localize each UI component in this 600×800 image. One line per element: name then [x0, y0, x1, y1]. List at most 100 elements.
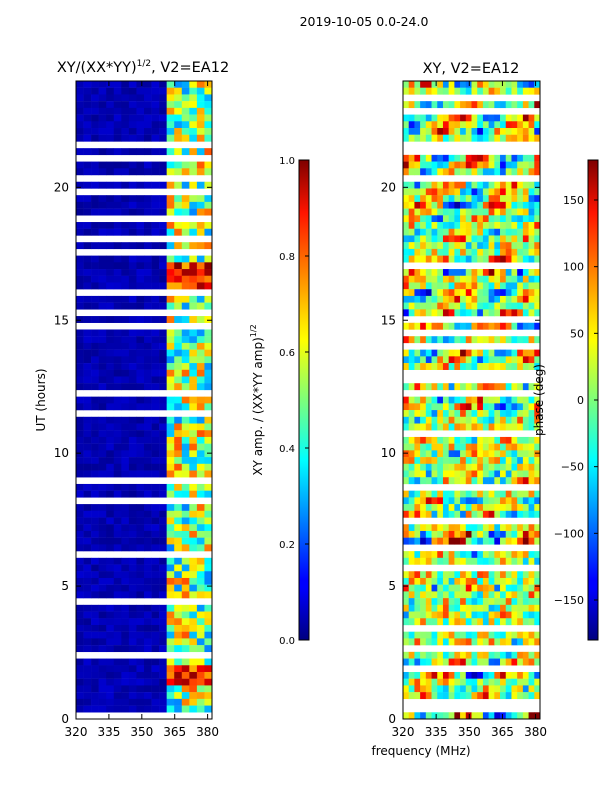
right-heatmap-cell [408, 678, 415, 686]
left-heatmap-cell [98, 369, 107, 377]
right-heatmap-cell [511, 530, 518, 538]
right-heatmap-cell [477, 228, 484, 236]
left-heatmap-cell [159, 134, 167, 142]
left-colorbar-ticks: 0.00.20.40.60.81.0 [279, 156, 309, 647]
left-heatmap-cell [98, 658, 107, 666]
right-heatmap-cell [448, 416, 455, 424]
right-heatmap-cell [477, 658, 484, 666]
right-heatmap-cell [460, 685, 467, 693]
right-heatmap-cell [420, 101, 427, 109]
right-heatmap-cell [477, 477, 484, 485]
left-heatmap-cell [174, 396, 183, 404]
left-heatmap-cell [121, 316, 130, 323]
right-heatmap-cell [517, 114, 524, 122]
left-heatmap-cell [144, 443, 152, 451]
right-heatmap-cell [534, 450, 541, 458]
right-heatmap-cell [522, 651, 529, 659]
right-heatmap-cell [505, 255, 512, 263]
right-heatmap-cell [522, 248, 529, 256]
left-heatmap-cell [196, 262, 205, 270]
right-heatmap-cell [500, 712, 507, 720]
right-heatmap-cell [437, 248, 444, 256]
left-heatmap-cell [174, 423, 183, 431]
right-heatmap-cell [454, 349, 461, 357]
right-heatmap-cell [420, 269, 427, 276]
left-heatmap-cell [76, 604, 84, 612]
right-heatmap-cell [528, 685, 535, 693]
right-heatmap-cell [448, 349, 455, 357]
left-heatmap-cell [98, 282, 107, 290]
left-heatmap-cell [204, 430, 213, 438]
left-heatmap-cell [121, 114, 130, 122]
right-heatmap-cell [528, 222, 535, 229]
left-heatmap-cell [121, 638, 130, 646]
right-heatmap-cell [488, 228, 495, 236]
right-heatmap-cell [431, 188, 438, 196]
left-heatmap-cell [144, 645, 152, 653]
right-heatmap-cell [465, 134, 472, 142]
left-heatmap-cell [98, 557, 107, 565]
right-heatmap-cell [465, 510, 472, 518]
left-heatmap-cell [98, 396, 107, 404]
left-heatmap-cell [113, 611, 122, 619]
left-heatmap-cell [106, 161, 115, 169]
right-heatmap-cell [522, 678, 529, 686]
left-heatmap-cell [128, 530, 137, 538]
right-heatmap-cell [488, 685, 495, 693]
right-heatmap-cell [425, 309, 432, 317]
right-heatmap-cell [471, 235, 478, 243]
left-heatmap-cell [121, 275, 130, 283]
right-heatmap-cell [437, 557, 444, 565]
right-heatmap-cell [517, 692, 524, 700]
left-heatmap-cell [121, 101, 130, 109]
right-heatmap-cell [488, 289, 495, 297]
right-heatmap-cell [477, 235, 484, 243]
left-heatmap-cell [121, 705, 130, 713]
right-heatmap-cell [414, 248, 421, 256]
left-heatmap-cell [151, 577, 160, 585]
left-heatmap-cell [106, 134, 115, 142]
left-heatmap-cell [76, 443, 84, 451]
right-heatmap-cell [403, 584, 410, 592]
left-heatmap-cell [174, 470, 183, 478]
left-heatmap-cell [91, 342, 99, 350]
right-heatmap-cell [482, 255, 489, 263]
right-heatmap-cell [471, 671, 478, 679]
left-heatmap-cell [98, 295, 107, 303]
right-heatmap-cell [488, 510, 495, 518]
right-heatmap-cell [414, 282, 421, 290]
left-heatmap-cell [151, 128, 160, 135]
left-heatmap-cell [98, 423, 107, 431]
right-heatmap-cell [465, 577, 472, 585]
right-heatmap-cell [522, 134, 529, 142]
left-heatmap-cell [174, 228, 183, 236]
right-heatmap-cell [465, 128, 472, 135]
left-heatmap-cell [106, 302, 115, 310]
left-heatmap-cell [151, 571, 160, 579]
right-heatmap-cell [488, 618, 495, 626]
left-heatmap-cell [151, 557, 160, 565]
right-heatmap-cell [505, 598, 512, 606]
left-heatmap-cell [159, 463, 167, 471]
right-heatmap-cell [431, 322, 438, 330]
right-heatmap-cell [505, 383, 512, 391]
left-heatmap-cell [166, 383, 175, 391]
right-heatmap-cell [534, 497, 541, 505]
right-heatmap-cell [517, 450, 524, 458]
right-heatmap-cell [460, 457, 467, 464]
left-heatmap-cell [121, 269, 130, 276]
right-heatmap-cell [460, 289, 467, 297]
right-heatmap-cell [465, 188, 472, 196]
right-heatmap-cell [448, 530, 455, 538]
right-heatmap-cell [454, 631, 461, 639]
left-heatmap-cell [98, 329, 107, 337]
right-heatmap-cell [528, 87, 535, 95]
left-heatmap-cell [83, 517, 92, 525]
right-heatmap-cell [437, 410, 444, 417]
right-heatmap-cell [454, 477, 461, 485]
left-heatmap-cell [98, 577, 107, 585]
right-heatmap-cell [403, 222, 410, 229]
left-heatmap-cell [166, 208, 175, 216]
left-heatmap-cell [91, 81, 99, 88]
right-heatmap-cell [517, 356, 524, 364]
